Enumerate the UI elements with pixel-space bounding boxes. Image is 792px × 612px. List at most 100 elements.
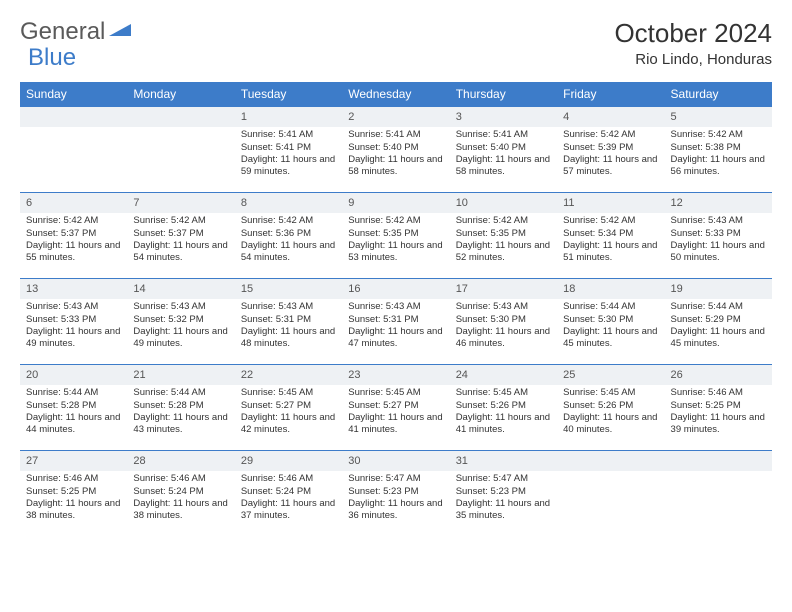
calendar-week-row: 27Sunrise: 5:46 AMSunset: 5:25 PMDayligh… <box>20 450 772 536</box>
sunset-line: Sunset: 5:28 PM <box>26 400 121 412</box>
calendar-day-cell: 1Sunrise: 5:41 AMSunset: 5:41 PMDaylight… <box>235 106 342 192</box>
daylight-line: Daylight: 11 hours and 53 minutes. <box>348 240 443 265</box>
day-number: 10 <box>450 192 557 213</box>
day-number <box>20 106 127 127</box>
day-number: 8 <box>235 192 342 213</box>
sunrise-line: Sunrise: 5:44 AM <box>563 301 658 313</box>
daylight-line: Daylight: 11 hours and 59 minutes. <box>241 154 336 179</box>
day-content: Sunrise: 5:46 AMSunset: 5:25 PMDaylight:… <box>665 385 772 440</box>
dow-header: Sunday <box>20 82 127 106</box>
sunset-line: Sunset: 5:37 PM <box>26 228 121 240</box>
day-number <box>557 450 664 471</box>
day-number: 26 <box>665 364 772 385</box>
sunrise-line: Sunrise: 5:43 AM <box>671 215 766 227</box>
logo: General <box>20 18 131 46</box>
calendar-day-cell: 4Sunrise: 5:42 AMSunset: 5:39 PMDaylight… <box>557 106 664 192</box>
day-content: Sunrise: 5:42 AMSunset: 5:35 PMDaylight:… <box>342 213 449 268</box>
sunset-line: Sunset: 5:27 PM <box>241 400 336 412</box>
daylight-line: Daylight: 11 hours and 41 minutes. <box>456 412 551 437</box>
day-number: 9 <box>342 192 449 213</box>
daylight-line: Daylight: 11 hours and 47 minutes. <box>348 326 443 351</box>
sunset-line: Sunset: 5:36 PM <box>241 228 336 240</box>
calendar-day-cell: 31Sunrise: 5:47 AMSunset: 5:23 PMDayligh… <box>450 450 557 536</box>
daylight-line: Daylight: 11 hours and 57 minutes. <box>563 154 658 179</box>
daylight-line: Daylight: 11 hours and 44 minutes. <box>26 412 121 437</box>
sunrise-line: Sunrise: 5:42 AM <box>671 129 766 141</box>
sunrise-line: Sunrise: 5:43 AM <box>348 301 443 313</box>
sunset-line: Sunset: 5:28 PM <box>133 400 228 412</box>
sunset-line: Sunset: 5:40 PM <box>348 142 443 154</box>
sunrise-line: Sunrise: 5:43 AM <box>241 301 336 313</box>
calendar-day-cell <box>20 106 127 192</box>
daylight-line: Daylight: 11 hours and 37 minutes. <box>241 498 336 523</box>
sunset-line: Sunset: 5:39 PM <box>563 142 658 154</box>
daylight-line: Daylight: 11 hours and 52 minutes. <box>456 240 551 265</box>
calendar-day-cell: 2Sunrise: 5:41 AMSunset: 5:40 PMDaylight… <box>342 106 449 192</box>
day-number: 31 <box>450 450 557 471</box>
daylight-line: Daylight: 11 hours and 38 minutes. <box>26 498 121 523</box>
calendar-day-cell: 9Sunrise: 5:42 AMSunset: 5:35 PMDaylight… <box>342 192 449 278</box>
day-content: Sunrise: 5:45 AMSunset: 5:27 PMDaylight:… <box>235 385 342 440</box>
day-content: Sunrise: 5:45 AMSunset: 5:26 PMDaylight:… <box>450 385 557 440</box>
day-number: 11 <box>557 192 664 213</box>
sunrise-line: Sunrise: 5:42 AM <box>241 215 336 227</box>
sunset-line: Sunset: 5:33 PM <box>671 228 766 240</box>
sunset-line: Sunset: 5:30 PM <box>563 314 658 326</box>
sunrise-line: Sunrise: 5:43 AM <box>26 301 121 313</box>
calendar-day-cell: 24Sunrise: 5:45 AMSunset: 5:26 PMDayligh… <box>450 364 557 450</box>
daylight-line: Daylight: 11 hours and 58 minutes. <box>456 154 551 179</box>
daylight-line: Daylight: 11 hours and 46 minutes. <box>456 326 551 351</box>
calendar-day-cell: 22Sunrise: 5:45 AMSunset: 5:27 PMDayligh… <box>235 364 342 450</box>
daylight-line: Daylight: 11 hours and 38 minutes. <box>133 498 228 523</box>
day-number: 7 <box>127 192 234 213</box>
sunset-line: Sunset: 5:37 PM <box>133 228 228 240</box>
sunrise-line: Sunrise: 5:45 AM <box>456 387 551 399</box>
day-content: Sunrise: 5:43 AMSunset: 5:33 PMDaylight:… <box>20 299 127 354</box>
calendar-day-cell: 15Sunrise: 5:43 AMSunset: 5:31 PMDayligh… <box>235 278 342 364</box>
day-content: Sunrise: 5:44 AMSunset: 5:28 PMDaylight:… <box>127 385 234 440</box>
daylight-line: Daylight: 11 hours and 50 minutes. <box>671 240 766 265</box>
day-number: 20 <box>20 364 127 385</box>
calendar-day-cell: 26Sunrise: 5:46 AMSunset: 5:25 PMDayligh… <box>665 364 772 450</box>
daylight-line: Daylight: 11 hours and 54 minutes. <box>241 240 336 265</box>
day-content: Sunrise: 5:42 AMSunset: 5:37 PMDaylight:… <box>127 213 234 268</box>
sunrise-line: Sunrise: 5:41 AM <box>456 129 551 141</box>
calendar-day-cell: 30Sunrise: 5:47 AMSunset: 5:23 PMDayligh… <box>342 450 449 536</box>
daylight-line: Daylight: 11 hours and 40 minutes. <box>563 412 658 437</box>
calendar-week-row: 6Sunrise: 5:42 AMSunset: 5:37 PMDaylight… <box>20 192 772 278</box>
day-number: 14 <box>127 278 234 299</box>
sunset-line: Sunset: 5:25 PM <box>26 486 121 498</box>
day-content: Sunrise: 5:44 AMSunset: 5:28 PMDaylight:… <box>20 385 127 440</box>
day-number: 16 <box>342 278 449 299</box>
dow-header: Thursday <box>450 82 557 106</box>
day-content: Sunrise: 5:42 AMSunset: 5:37 PMDaylight:… <box>20 213 127 268</box>
day-content: Sunrise: 5:46 AMSunset: 5:24 PMDaylight:… <box>235 471 342 526</box>
day-number: 25 <box>557 364 664 385</box>
calendar-body: 1Sunrise: 5:41 AMSunset: 5:41 PMDaylight… <box>20 106 772 536</box>
day-content: Sunrise: 5:42 AMSunset: 5:38 PMDaylight:… <box>665 127 772 182</box>
sunset-line: Sunset: 5:25 PM <box>671 400 766 412</box>
title-area: October 2024 Rio Lindo, Honduras <box>614 18 772 68</box>
sunrise-line: Sunrise: 5:42 AM <box>26 215 121 227</box>
day-number: 19 <box>665 278 772 299</box>
sunset-line: Sunset: 5:26 PM <box>456 400 551 412</box>
daylight-line: Daylight: 11 hours and 45 minutes. <box>563 326 658 351</box>
day-content: Sunrise: 5:42 AMSunset: 5:36 PMDaylight:… <box>235 213 342 268</box>
day-content: Sunrise: 5:47 AMSunset: 5:23 PMDaylight:… <box>450 471 557 526</box>
sunrise-line: Sunrise: 5:41 AM <box>348 129 443 141</box>
sunset-line: Sunset: 5:31 PM <box>348 314 443 326</box>
calendar-day-cell: 13Sunrise: 5:43 AMSunset: 5:33 PMDayligh… <box>20 278 127 364</box>
sunrise-line: Sunrise: 5:43 AM <box>133 301 228 313</box>
sunrise-line: Sunrise: 5:46 AM <box>26 473 121 485</box>
calendar-head: SundayMondayTuesdayWednesdayThursdayFrid… <box>20 82 772 106</box>
calendar-day-cell: 21Sunrise: 5:44 AMSunset: 5:28 PMDayligh… <box>127 364 234 450</box>
dow-header: Saturday <box>665 82 772 106</box>
calendar-day-cell: 25Sunrise: 5:45 AMSunset: 5:26 PMDayligh… <box>557 364 664 450</box>
dow-header: Monday <box>127 82 234 106</box>
day-content: Sunrise: 5:42 AMSunset: 5:39 PMDaylight:… <box>557 127 664 182</box>
calendar-day-cell: 5Sunrise: 5:42 AMSunset: 5:38 PMDaylight… <box>665 106 772 192</box>
logo-triangle-icon <box>109 22 131 43</box>
sunrise-line: Sunrise: 5:45 AM <box>563 387 658 399</box>
day-content: Sunrise: 5:47 AMSunset: 5:23 PMDaylight:… <box>342 471 449 526</box>
sunrise-line: Sunrise: 5:46 AM <box>671 387 766 399</box>
